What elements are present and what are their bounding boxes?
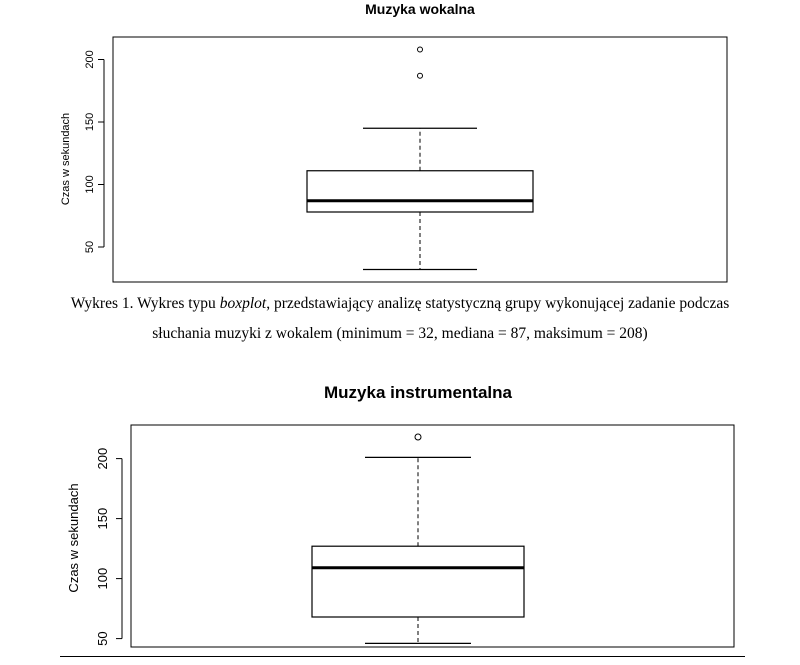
y-tick-label: 100	[84, 175, 96, 193]
iqr-box	[311, 545, 525, 618]
chart-marks: 50 100 150 200	[84, 46, 534, 271]
y-tick-label: 100	[95, 568, 110, 590]
y-tick-label: 150	[95, 508, 110, 530]
plot-frame	[130, 424, 735, 648]
chart-vocal-music: Muzyka wokalna Czas w sekundach 50 100 150…	[60, 1, 728, 283]
outlier-point	[417, 46, 423, 53]
y-tick-label: 200	[84, 50, 96, 68]
y-axis-label: Czas w sekundach	[60, 113, 72, 205]
caption-suffix: , przedstawiający analizę statystyczną g…	[152, 295, 730, 342]
caption-italic: boxplot	[219, 295, 267, 312]
chart-marks: 50 100 150 200	[95, 433, 525, 646]
page-rule	[60, 656, 745, 657]
outlier-point	[417, 72, 423, 79]
chart-title: Muzyka wokalna	[365, 1, 475, 17]
chart-title: Muzyka instrumentalna	[324, 383, 513, 402]
iqr-box	[306, 170, 534, 213]
y-tick-label: 50	[84, 241, 96, 253]
plot-frame	[112, 36, 728, 283]
figure-caption: Wykres 1. Wykres typu boxplot, przedstaw…	[40, 289, 760, 349]
caption-prefix: Wykres 1. Wykres typu	[70, 295, 220, 312]
outlier-point	[414, 433, 422, 441]
y-axis-label: Czas w sekundach	[66, 483, 81, 592]
y-tick-label: 200	[95, 448, 110, 470]
y-tick-label: 150	[84, 113, 96, 131]
y-tick-label: 50	[95, 631, 110, 645]
chart-instrumental-music: Muzyka instrumentalna Czas w sekundach 5…	[66, 383, 735, 648]
